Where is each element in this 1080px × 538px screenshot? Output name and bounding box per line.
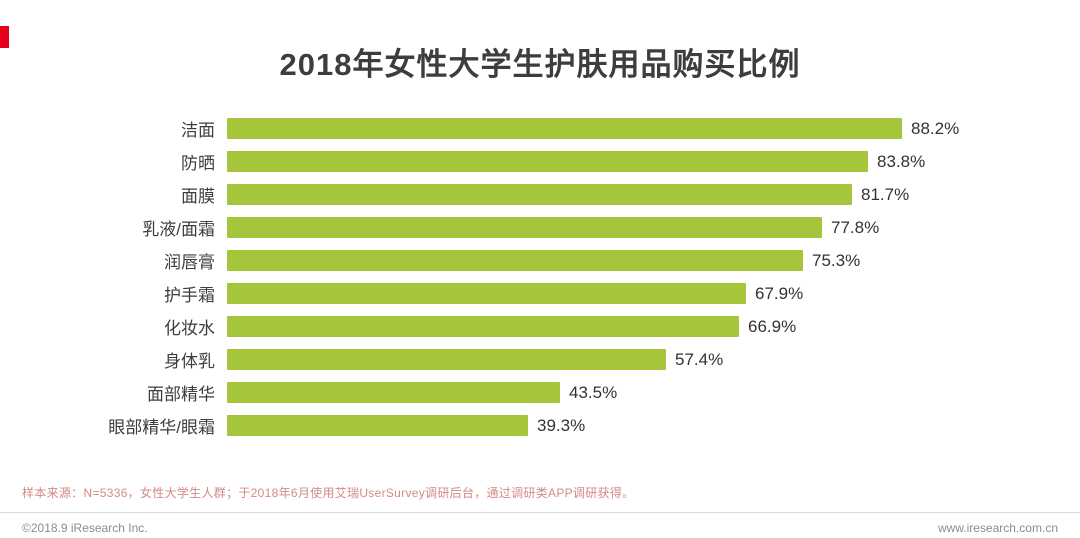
- category-label: 防晒: [181, 154, 215, 173]
- bar: [227, 151, 868, 172]
- bar: [227, 184, 852, 205]
- chart-row: 化妆水 66.9%: [0, 310, 1080, 343]
- category-label: 乳液/面霜: [142, 220, 215, 239]
- bar: [227, 316, 739, 337]
- copyright-text: ©2018.9 iResearch Inc.: [22, 521, 148, 535]
- category-label: 洁面: [181, 121, 215, 140]
- chart-row: 面部精华 43.5%: [0, 376, 1080, 409]
- chart-title: 2018年女性大学生护肤用品购买比例: [279, 46, 801, 82]
- bar: [227, 349, 666, 370]
- chart-row: 身体乳 57.4%: [0, 343, 1080, 376]
- footer: ©2018.9 iResearch Inc. www.iresearch.com…: [22, 518, 1058, 538]
- value-label: 39.3%: [537, 415, 586, 435]
- bar: [227, 382, 560, 403]
- value-label: 88.2%: [911, 118, 960, 138]
- red-accent-mark: [0, 26, 9, 48]
- value-label: 66.9%: [748, 316, 797, 336]
- chart-row: 洁面 88.2%: [0, 112, 1080, 145]
- chart-row: 乳液/面霜 77.8%: [0, 211, 1080, 244]
- chart-row: 润唇膏 75.3%: [0, 244, 1080, 277]
- value-label: 83.8%: [877, 151, 926, 171]
- category-label: 化妆水: [164, 319, 215, 338]
- bar: [227, 118, 902, 139]
- category-label: 润唇膏: [164, 253, 215, 272]
- chart-row: 护手霜 67.9%: [0, 277, 1080, 310]
- bar: [227, 250, 803, 271]
- chart-row: 防晒 83.8%: [0, 145, 1080, 178]
- bar: [227, 283, 746, 304]
- chart-row: 面膜 81.7%: [0, 178, 1080, 211]
- value-label: 75.3%: [812, 250, 861, 270]
- chart-rows: 洁面 88.2% 防晒 83.8% 面膜 81.7% 乳液/面霜 77.8% 润唇膏 75.3% 护…: [0, 112, 1080, 442]
- value-label: 57.4%: [675, 349, 724, 369]
- bar: [227, 415, 528, 436]
- footer-divider: [0, 512, 1080, 513]
- category-label: 面膜: [181, 187, 215, 206]
- website-url[interactable]: www.iresearch.com.cn: [937, 521, 1058, 535]
- category-label: 护手霜: [164, 286, 215, 305]
- value-label: 43.5%: [569, 382, 618, 402]
- bar: [227, 217, 822, 238]
- bar-chart: 洁面 88.2% 防晒 83.8% 面膜 81.7% 乳液/面霜 77.8% 润唇膏 75.3% 护…: [0, 112, 1080, 442]
- value-label: 77.8%: [831, 217, 880, 237]
- value-label: 81.7%: [861, 184, 910, 204]
- category-label: 眼部精华/眼霜: [108, 418, 215, 437]
- category-label: 身体乳: [164, 352, 215, 371]
- category-label: 面部精华: [147, 385, 215, 404]
- chart-row: 眼部精华/眼霜 39.3%: [0, 409, 1080, 442]
- value-label: 67.9%: [755, 283, 804, 303]
- sample-source-note: 样本来源：N=5336，女性大学生人群；于2018年6月使用艾瑞UserSurv…: [22, 486, 635, 500]
